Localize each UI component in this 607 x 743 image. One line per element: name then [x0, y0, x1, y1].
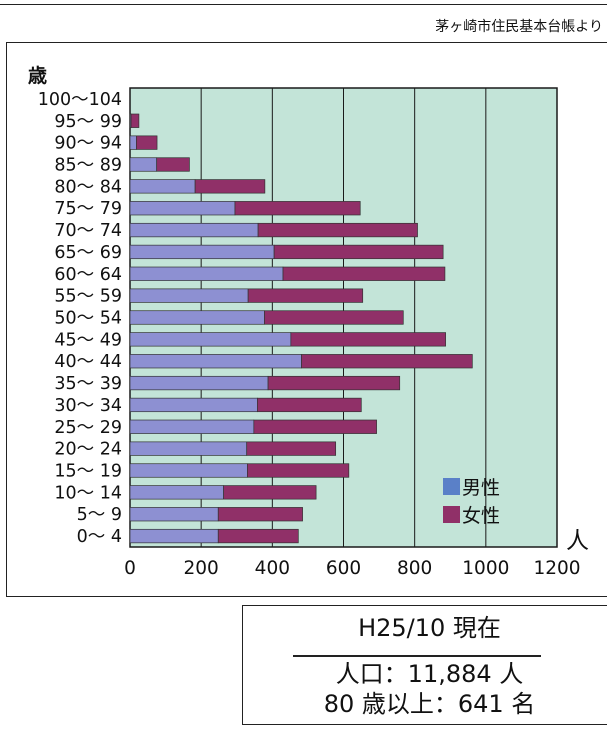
x-tick-label: 800 [397, 558, 432, 579]
x-tick-label: 600 [326, 558, 361, 579]
bar-male [129, 266, 284, 281]
source-note: 茅ヶ崎市住民基本台帳より [435, 19, 603, 35]
bar-female [301, 354, 473, 369]
info-rule [293, 655, 541, 657]
bar-female [247, 463, 350, 478]
bar-male [129, 507, 219, 522]
bar-female [234, 201, 361, 216]
y-tick-label: 100〜104 [38, 90, 122, 110]
bar-female [217, 507, 303, 522]
bar-male [129, 157, 158, 172]
bar-female [282, 266, 446, 281]
population-total: 人口：11,884 人 [335, 660, 524, 688]
y-tick-label: 35〜 39 [54, 374, 122, 394]
bar-male [129, 375, 269, 391]
y-tick-label: 0〜 4 [77, 527, 122, 547]
over-80-count: 80 歳以上：641 名 [323, 690, 536, 718]
bar-female [264, 310, 404, 325]
bar-male [129, 485, 224, 500]
bar-female [223, 485, 317, 500]
y-tick-label: 90〜 94 [54, 134, 122, 154]
x-tick-label: 400 [255, 558, 290, 579]
bar-female [290, 332, 446, 347]
bar-female [253, 419, 377, 434]
x-tick-label: 1000 [462, 558, 509, 579]
bar-female [194, 179, 266, 194]
chart-frame [6, 42, 607, 597]
x-axis-label: 人 [566, 528, 589, 554]
y-tick-label: 45〜 49 [54, 330, 122, 350]
bar-male [129, 441, 248, 456]
y-tick-label: 95〜 99 [54, 112, 122, 132]
bar-female [130, 113, 140, 128]
bar-male [129, 201, 236, 216]
info-box: H25/10 現在 人口：11,884 人 80 歳以上：641 名 [242, 605, 607, 725]
y-tick-label: 40〜 44 [54, 352, 122, 372]
bar-female [257, 397, 362, 413]
bar-female [136, 135, 158, 150]
x-tick-label: 200 [184, 558, 219, 579]
y-tick-label: 80〜 84 [54, 177, 122, 197]
x-tick-label: 1200 [533, 558, 580, 579]
y-tick-label: 50〜 54 [54, 309, 122, 329]
bar-male [129, 419, 255, 434]
y-tick-label: 15〜 19 [54, 462, 122, 482]
y-tick-label: 60〜 64 [54, 265, 122, 285]
x-tick-label: 0 [124, 558, 136, 579]
bar-male [129, 244, 275, 260]
bar-male [129, 528, 219, 544]
y-tick-label: 25〜 29 [54, 418, 122, 438]
bar-female [156, 157, 190, 172]
bar-male [129, 222, 259, 238]
bar-female [267, 375, 401, 391]
info-title: H25/10 現在 [358, 614, 501, 642]
bar-female [257, 222, 418, 238]
bar-male [129, 397, 258, 413]
y-axis-label: 歳 [28, 65, 47, 87]
y-tick-label: 65〜 69 [54, 243, 122, 263]
bar-male [129, 179, 196, 194]
bar-female [246, 441, 337, 456]
bar-male [129, 288, 249, 303]
legend-label: 男性 [462, 477, 500, 499]
y-tick-label: 5〜 9 [77, 505, 122, 525]
y-tick-label: 70〜 74 [54, 221, 122, 241]
top-rule [0, 4, 607, 5]
legend-swatch [443, 478, 460, 495]
bar-male [129, 310, 265, 325]
bar-female [273, 244, 444, 260]
y-tick-label: 30〜 34 [54, 396, 122, 416]
bar-male [129, 354, 302, 369]
y-tick-label: 75〜 79 [54, 199, 122, 219]
y-tick-label: 20〜 24 [54, 440, 122, 460]
bar-female [217, 528, 299, 544]
y-tick-label: 10〜 14 [54, 483, 122, 503]
bar-male [129, 463, 248, 478]
legend-label: 女性 [462, 505, 500, 527]
y-tick-label: 55〜 59 [54, 287, 122, 307]
y-tick-label: 85〜 89 [54, 156, 122, 176]
bar-female [247, 288, 364, 303]
legend-swatch [443, 506, 460, 523]
bar-male [129, 332, 292, 347]
bar-male [129, 135, 137, 150]
